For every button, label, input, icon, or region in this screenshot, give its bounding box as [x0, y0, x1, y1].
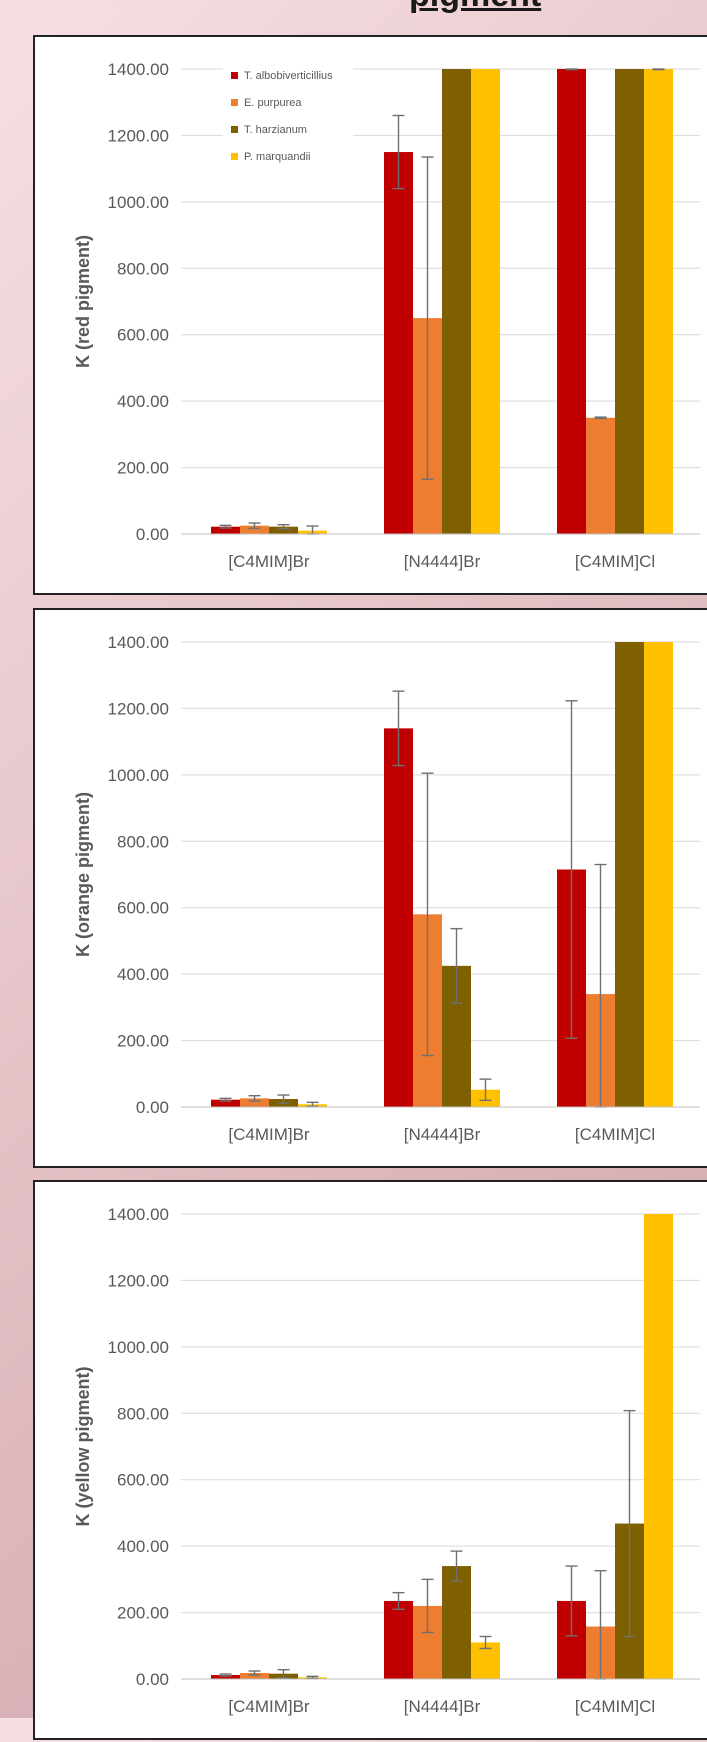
- y-tick-label: 0.00: [136, 1670, 169, 1689]
- y-tick-label: 1200.00: [108, 1271, 169, 1290]
- y-axis-label: K (red pigment): [73, 235, 93, 368]
- bar: [211, 526, 240, 534]
- y-tick-label: 200.00: [117, 1604, 169, 1623]
- bar: [384, 728, 413, 1107]
- y-tick-label: 1000.00: [108, 766, 169, 785]
- x-tick-label: [N4444]Br: [404, 1125, 481, 1144]
- bar: [240, 1673, 269, 1679]
- bar: [586, 417, 615, 534]
- chart-yellow-svg: 0.00 200.00 400.00 600.00 800.00 1000.00 1200.…: [73, 1205, 700, 1716]
- y-tick-label: 0.00: [136, 1098, 169, 1117]
- y-tick-label: 800.00: [117, 832, 169, 851]
- bar: [557, 69, 586, 534]
- bar: [442, 69, 471, 534]
- x-tick-label: [C4MIM]Cl: [575, 1125, 655, 1144]
- y-tick-label: 1400.00: [108, 1205, 169, 1224]
- y-tick-label: 1000.00: [108, 1338, 169, 1357]
- chart-orange-svg: 0.00 200.00 400.00 600.00 800.00 1000.00 1200.…: [73, 633, 700, 1144]
- y-tick-label: 1400.00: [108, 633, 169, 652]
- y-tick-label: 400.00: [117, 1537, 169, 1556]
- x-tick-label: [C4MIM]Br: [228, 1125, 310, 1144]
- y-tick-label: 1000.00: [108, 193, 169, 212]
- page-heading: pigment: [409, 0, 541, 15]
- legend-label: T. harzianum: [244, 124, 307, 136]
- y-tick-label: 200.00: [117, 459, 169, 478]
- bar: [240, 525, 269, 534]
- y-tick-label: 800.00: [117, 1404, 169, 1423]
- y-tick-label: 400.00: [117, 392, 169, 411]
- bar: [211, 1675, 240, 1679]
- y-tick-label: 1200.00: [108, 126, 169, 145]
- y-tick-label: 1400.00: [108, 60, 169, 79]
- y-tick-label: 200.00: [117, 1032, 169, 1051]
- legend-label: T. albobiverticillius: [244, 70, 333, 82]
- x-tick-label: [C4MIM]Cl: [575, 1697, 655, 1716]
- x-tick-label: [C4MIM]Br: [228, 552, 310, 571]
- bar: [615, 642, 644, 1107]
- legend-label: P. marquandii: [244, 151, 310, 163]
- y-tick-label: 600.00: [117, 1471, 169, 1490]
- bar: [211, 1099, 240, 1107]
- chart-panel-red: 0.00 200.00 400.00 600.00 800.00 1000.00 1200.…: [33, 35, 707, 595]
- y-tick-label: 800.00: [117, 259, 169, 278]
- bar: [471, 69, 500, 534]
- x-tick-label: [C4MIM]Cl: [575, 552, 655, 571]
- x-tick-label: [N4444]Br: [404, 552, 481, 571]
- y-axis-label: K (orange pigment): [73, 792, 93, 957]
- x-tick-label: [C4MIM]Br: [228, 1697, 310, 1716]
- chart-panel-orange: 0.00 200.00 400.00 600.00 800.00 1000.00 1200.…: [33, 608, 707, 1168]
- bar: [644, 69, 673, 534]
- bar: [384, 1600, 413, 1679]
- y-tick-label: 0.00: [136, 525, 169, 544]
- chart-panel-yellow: 0.00 200.00 400.00 600.00 800.00 1000.00 1200.…: [33, 1180, 707, 1740]
- y-tick-label: 600.00: [117, 899, 169, 918]
- bar: [442, 1566, 471, 1679]
- legend-box: [223, 67, 353, 177]
- bar: [384, 152, 413, 534]
- bar: [644, 642, 673, 1107]
- legend-swatch: [231, 126, 238, 133]
- chart-red-svg: 0.00 200.00 400.00 600.00 800.00 1000.00 1200.…: [73, 60, 700, 571]
- bar: [644, 1214, 673, 1679]
- bar: [615, 69, 644, 534]
- legend-swatch: [231, 72, 238, 79]
- x-tick-label: [N4444]Br: [404, 1697, 481, 1716]
- legend-label: E. purpurea: [244, 97, 302, 109]
- y-tick-label: 1200.00: [108, 699, 169, 718]
- y-tick-label: 400.00: [117, 965, 169, 984]
- legend-swatch: [231, 153, 238, 160]
- bar: [240, 1098, 269, 1107]
- bar: [269, 526, 298, 534]
- legend-swatch: [231, 99, 238, 106]
- y-axis-label: K (yellow pigment): [73, 1366, 93, 1526]
- y-tick-label: 600.00: [117, 326, 169, 345]
